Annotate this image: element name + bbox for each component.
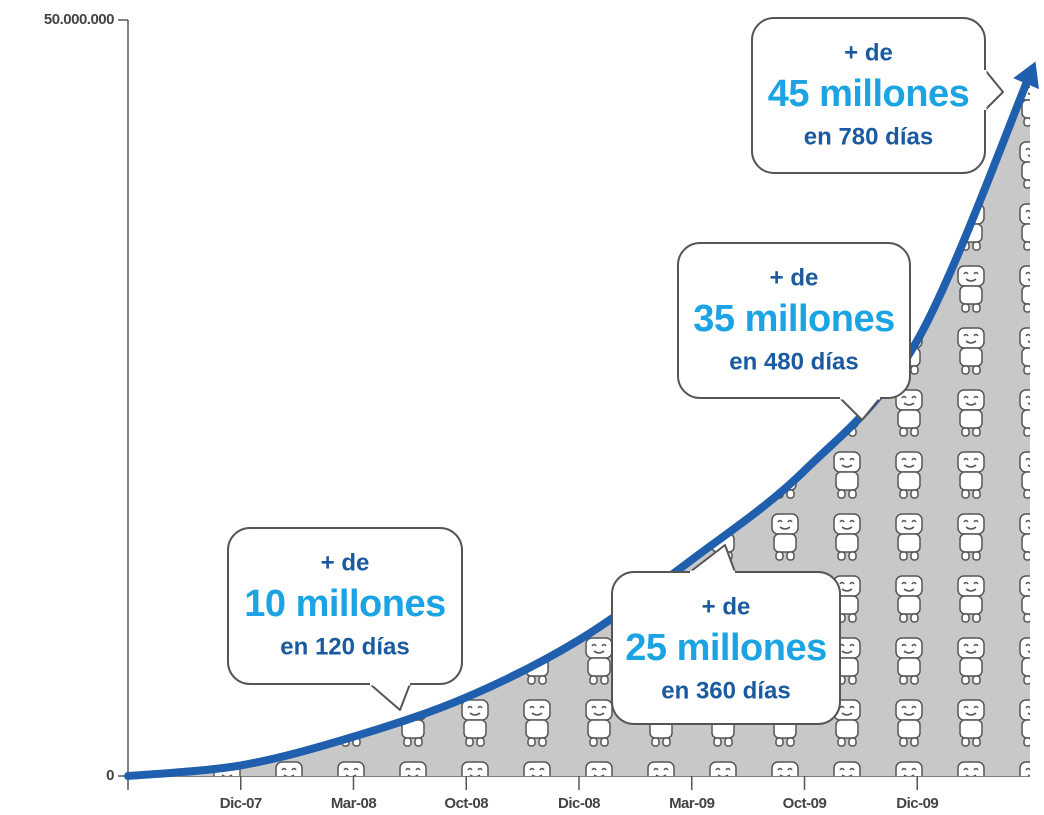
x-tick-label: Oct-08 — [444, 795, 488, 812]
arrow-head — [1013, 61, 1039, 90]
callout-text: + de — [321, 549, 370, 576]
callout: + de 25 millones en 360 días — [611, 544, 841, 725]
callout-text: 25 millones — [625, 627, 826, 669]
callout-box — [227, 527, 463, 685]
callout-tail — [369, 683, 411, 711]
x-tick-label: Dic-07 — [220, 795, 262, 812]
y-tick-label: 0 — [106, 767, 114, 784]
x-tick-label: Oct-09 — [783, 795, 827, 812]
callout-tail — [984, 69, 1004, 111]
callout-text: + de — [844, 39, 893, 66]
x-tick-label: Mar-09 — [669, 795, 715, 812]
callout: + de 45 millones en 780 días — [751, 17, 1004, 174]
x-tick-label: Dic-08 — [558, 795, 600, 812]
callout-text: en 480 días — [729, 348, 858, 375]
callout-text: + de — [702, 593, 751, 620]
callout: + de 10 millones en 120 días — [227, 527, 463, 711]
y-tick-label: 50.000.000 — [44, 11, 114, 28]
x-tick-label: Mar-08 — [331, 795, 377, 812]
callout-text: en 780 días — [804, 123, 933, 150]
callout-text: en 120 días — [280, 633, 409, 660]
callout-text: + de — [770, 264, 819, 291]
callout: + de 35 millones en 480 días — [677, 242, 911, 421]
callout-text: 35 millones — [693, 298, 894, 340]
callout-text: 10 millones — [244, 583, 445, 625]
callout-text: 45 millones — [768, 73, 969, 115]
callout-box — [677, 242, 911, 399]
x-tick-label: Dic-09 — [896, 795, 938, 812]
callout-text: en 360 días — [661, 677, 790, 704]
